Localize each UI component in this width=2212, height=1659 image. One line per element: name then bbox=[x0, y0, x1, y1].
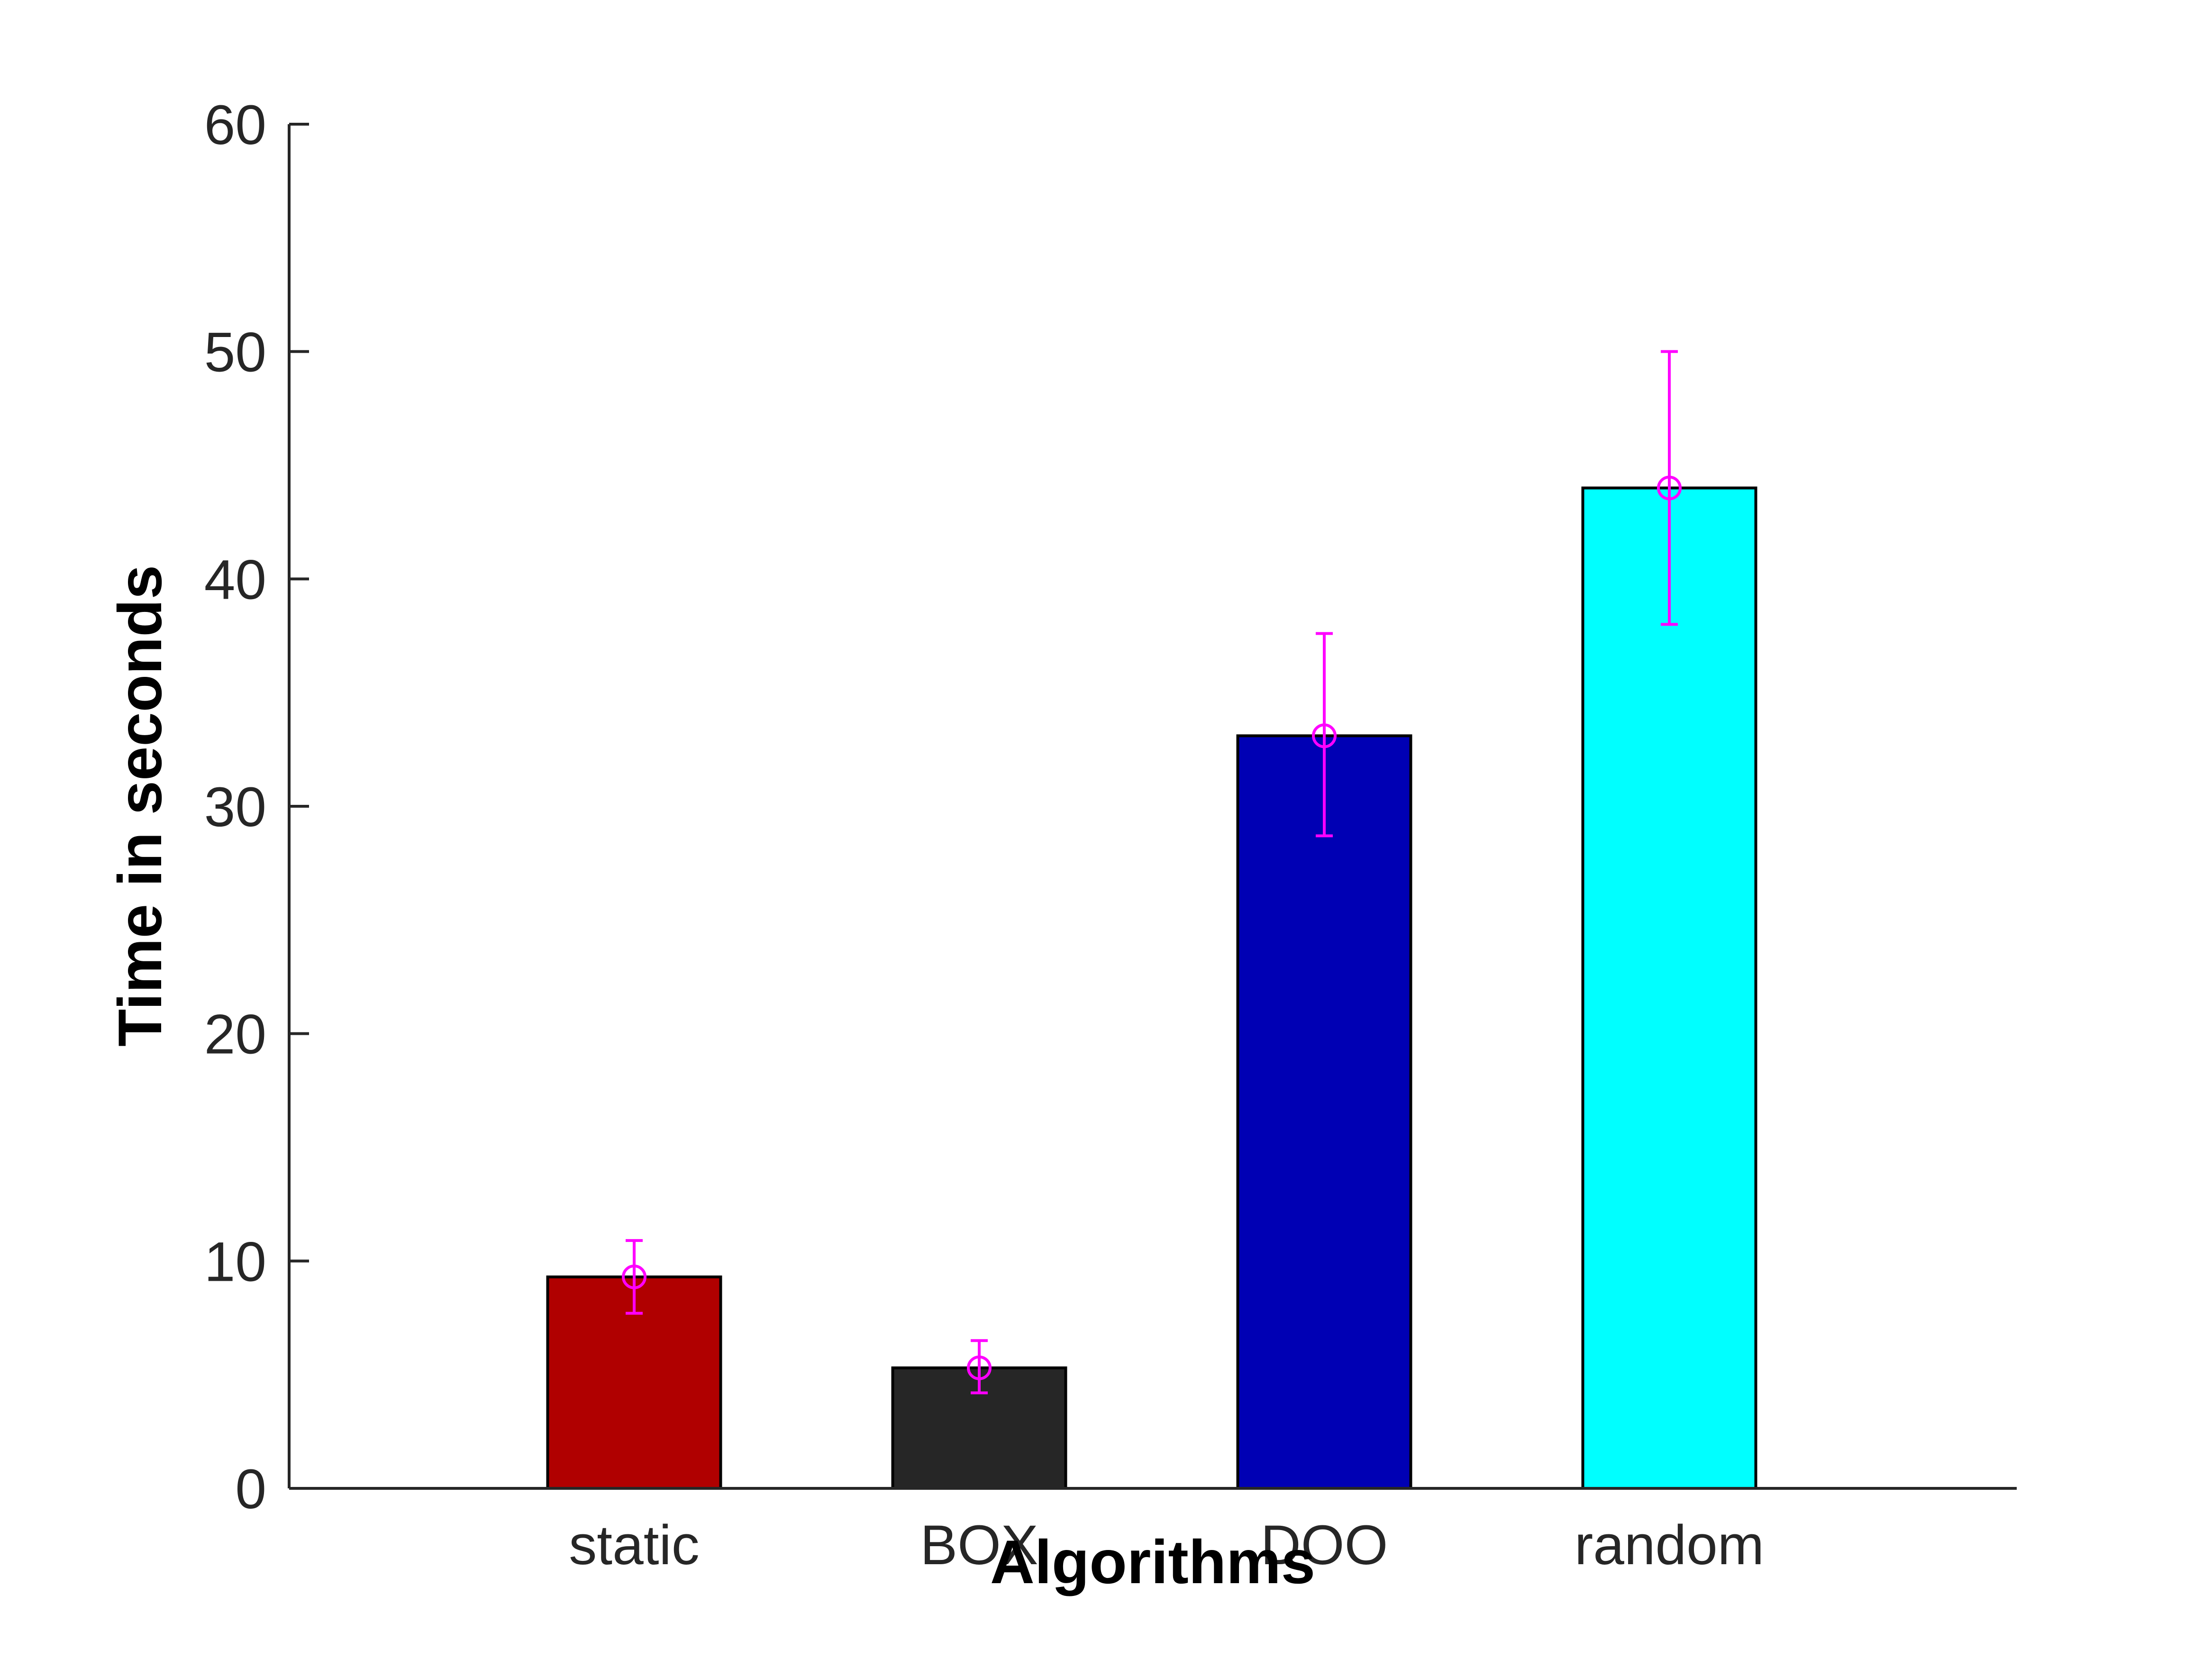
error-marker-static bbox=[622, 1264, 646, 1289]
x-tick-label-BOX: BOX bbox=[920, 1514, 1038, 1577]
error-marker-BOX bbox=[967, 1355, 992, 1380]
y-tick-label: 50 bbox=[204, 321, 266, 384]
x-tick-label-random: random bbox=[1575, 1514, 1764, 1577]
y-tick-label: 40 bbox=[204, 548, 266, 611]
y-tick-label: 30 bbox=[204, 776, 266, 839]
x-tick-labels: static BOX DOO random bbox=[569, 1514, 1764, 1577]
x-axis-title: Algorithms bbox=[990, 1527, 1315, 1596]
bar-DOO bbox=[1236, 734, 1412, 1490]
y-tick-label: 10 bbox=[204, 1231, 266, 1293]
y-axis-title: Time in seconds bbox=[105, 565, 174, 1047]
error-marker-random bbox=[1657, 475, 1682, 501]
error-marker-DOO bbox=[1312, 723, 1337, 748]
x-tick-label-static: static bbox=[569, 1514, 699, 1577]
y-ticks: 0 10 20 30 40 50 60 bbox=[204, 94, 309, 1521]
bar-random bbox=[1581, 486, 1757, 1490]
y-tick-label: 60 bbox=[204, 94, 266, 156]
y-tick-label: 0 bbox=[235, 1458, 266, 1521]
bars-layer bbox=[546, 486, 1757, 1490]
y-tick-label: 20 bbox=[204, 1003, 266, 1066]
x-tick-label-DOO: DOO bbox=[1261, 1514, 1388, 1577]
error-bars-layer bbox=[622, 350, 1682, 1395]
